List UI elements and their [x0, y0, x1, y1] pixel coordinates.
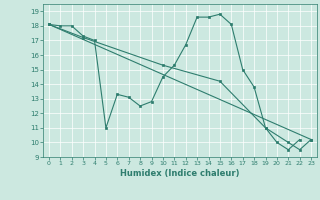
- X-axis label: Humidex (Indice chaleur): Humidex (Indice chaleur): [120, 169, 240, 178]
